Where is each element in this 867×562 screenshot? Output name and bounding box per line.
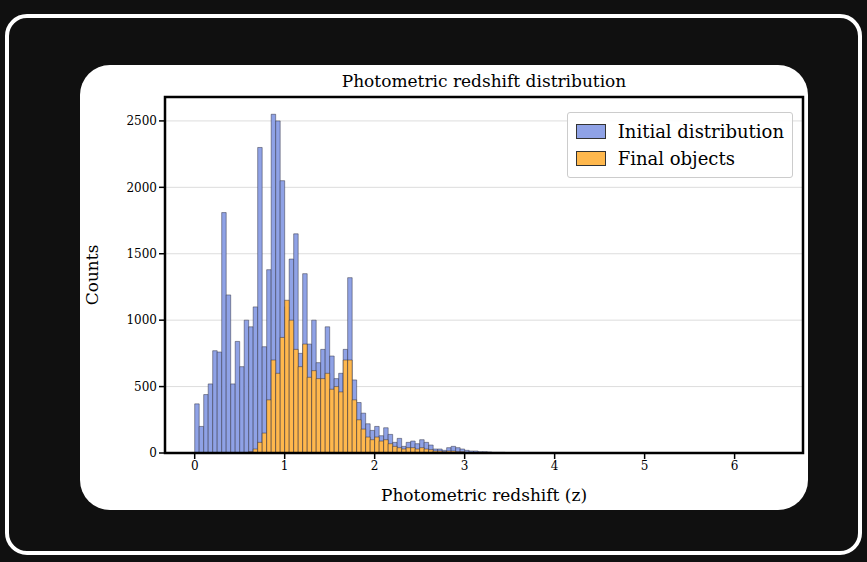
html-text:Initial distribution: Initial distribution — [617, 121, 784, 142]
svg-text:Counts: Counts — [82, 245, 102, 306]
svg-text:5: 5 — [641, 459, 649, 473]
svg-text:1: 1 — [281, 459, 289, 473]
svg-text:4: 4 — [551, 459, 559, 473]
svg-text:6: 6 — [731, 459, 739, 473]
svg-text:Photometric redshift (z): Photometric redshift (z) — [381, 485, 587, 505]
svg-text:2: 2 — [371, 459, 379, 473]
svg-text:2000: 2000 — [126, 181, 157, 195]
svg-text:3: 3 — [461, 459, 469, 473]
svg-text:1500: 1500 — [126, 247, 157, 261]
svg-text:500: 500 — [134, 380, 157, 394]
svg-text:1000: 1000 — [126, 313, 157, 327]
html-text:Photometric redshift distribut: Photometric redshift distribution — [341, 71, 627, 91]
svg-text:0: 0 — [149, 446, 157, 460]
html-text:Final objects: Final objects — [617, 148, 735, 169]
svg-text:0: 0 — [191, 459, 199, 473]
svg-text:2500: 2500 — [126, 114, 157, 128]
